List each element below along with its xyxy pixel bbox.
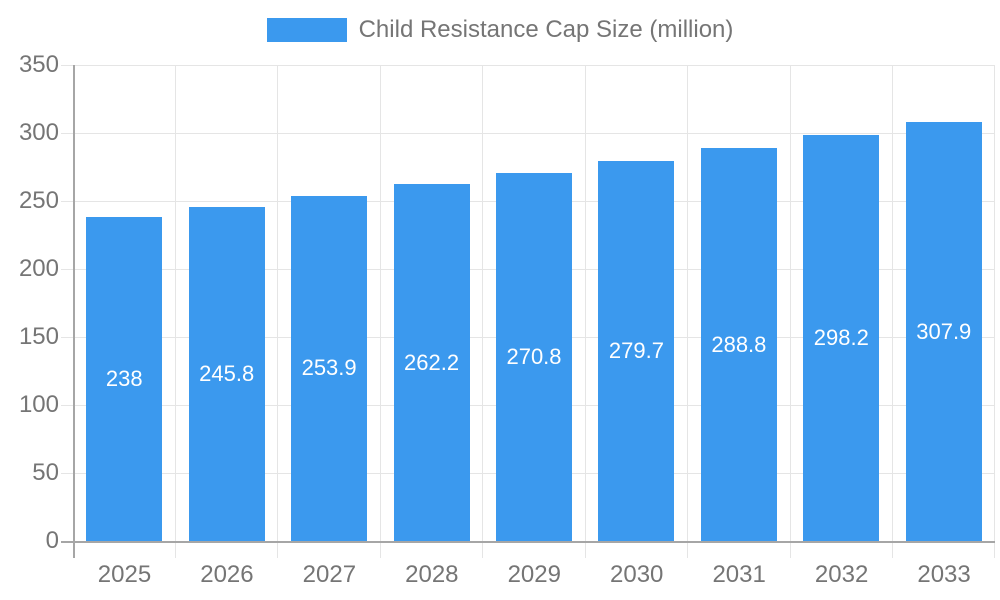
bar-value-label: 298.2 [813, 325, 869, 351]
x-gridline [584, 65, 586, 541]
legend-label: Child Resistance Cap Size (million) [358, 16, 734, 43]
x-gridline [789, 65, 791, 541]
bar: 298.2 [803, 135, 880, 541]
bar-value-label: 279.7 [608, 337, 664, 363]
y-axis-tick [61, 200, 73, 202]
x-gridline [482, 65, 484, 541]
y-axis-tick-label: 350 [18, 51, 59, 78]
x-axis-tick [277, 541, 279, 558]
y-axis-tick [61, 404, 73, 406]
bar: 279.7 [598, 160, 675, 541]
y-axis-tick-label: 200 [18, 255, 59, 282]
legend-swatch [266, 18, 347, 42]
bar: 262.2 [393, 184, 470, 541]
y-axis-tick [61, 132, 73, 134]
x-axis-line [61, 541, 995, 543]
plot-area: 0 50 100 150 200 250 300 350 238 2025 245.8 2026 253… [19, 53, 995, 588]
x-axis-tick-label: 2031 [712, 561, 766, 588]
bar: 288.8 [700, 148, 777, 541]
bar: 238 [86, 217, 163, 541]
x-axis-tick [892, 541, 894, 558]
bar-value-label: 270.8 [506, 343, 562, 369]
y-axis-tick-label: 150 [18, 323, 59, 350]
x-axis-tick [687, 541, 689, 558]
x-axis-tick-label: 2029 [507, 561, 561, 588]
x-axis-tick-label: 2026 [200, 561, 254, 588]
y-axis-tick [61, 472, 73, 474]
y-axis-tick-label: 250 [18, 187, 59, 214]
legend-item[interactable]: Child Resistance Cap Size (million) [0, 16, 1000, 44]
bar: 270.8 [496, 172, 572, 541]
x-gridline [892, 65, 894, 541]
x-axis-tick-label: 2033 [917, 561, 971, 588]
x-gridline [993, 65, 995, 541]
x-axis-tick-label: 2030 [610, 561, 664, 588]
y-axis-line [73, 65, 75, 558]
y-gridline [73, 64, 995, 66]
x-axis-tick [174, 541, 176, 558]
y-axis-tick [61, 268, 73, 270]
x-axis-tick [993, 541, 995, 558]
x-axis-tick-label: 2025 [97, 561, 152, 588]
y-axis-tick [61, 64, 73, 66]
x-gridline [277, 65, 279, 541]
x-gridline [379, 65, 381, 541]
y-axis-tick-label: 100 [18, 391, 59, 418]
bar-value-label: 262.2 [404, 349, 460, 375]
bar-value-label: 307.9 [916, 318, 972, 344]
bar-value-label: 253.9 [301, 355, 357, 381]
bar: 307.9 [905, 122, 982, 541]
y-gridline [73, 132, 995, 134]
x-axis-tick [789, 541, 791, 558]
bar-value-label: 288.8 [711, 331, 767, 357]
x-axis-tick-label: 2027 [302, 561, 357, 588]
x-gridline [174, 65, 176, 541]
y-axis-tick [61, 336, 73, 338]
x-axis-tick-label: 2032 [814, 561, 869, 588]
bar: 253.9 [291, 195, 368, 541]
x-axis-tick-label: 2028 [405, 561, 459, 588]
bar: 245.8 [188, 206, 265, 541]
x-gridline [687, 65, 689, 541]
x-axis-tick [379, 541, 381, 558]
y-axis-tick-label: 50 [32, 459, 59, 486]
x-axis-tick [584, 541, 586, 558]
bar-value-label: 238 [105, 366, 143, 392]
y-axis-tick-label: 300 [18, 119, 59, 146]
x-axis-tick [482, 541, 484, 558]
y-axis-tick-label: 0 [45, 527, 59, 554]
bar-value-label: 245.8 [199, 360, 255, 386]
